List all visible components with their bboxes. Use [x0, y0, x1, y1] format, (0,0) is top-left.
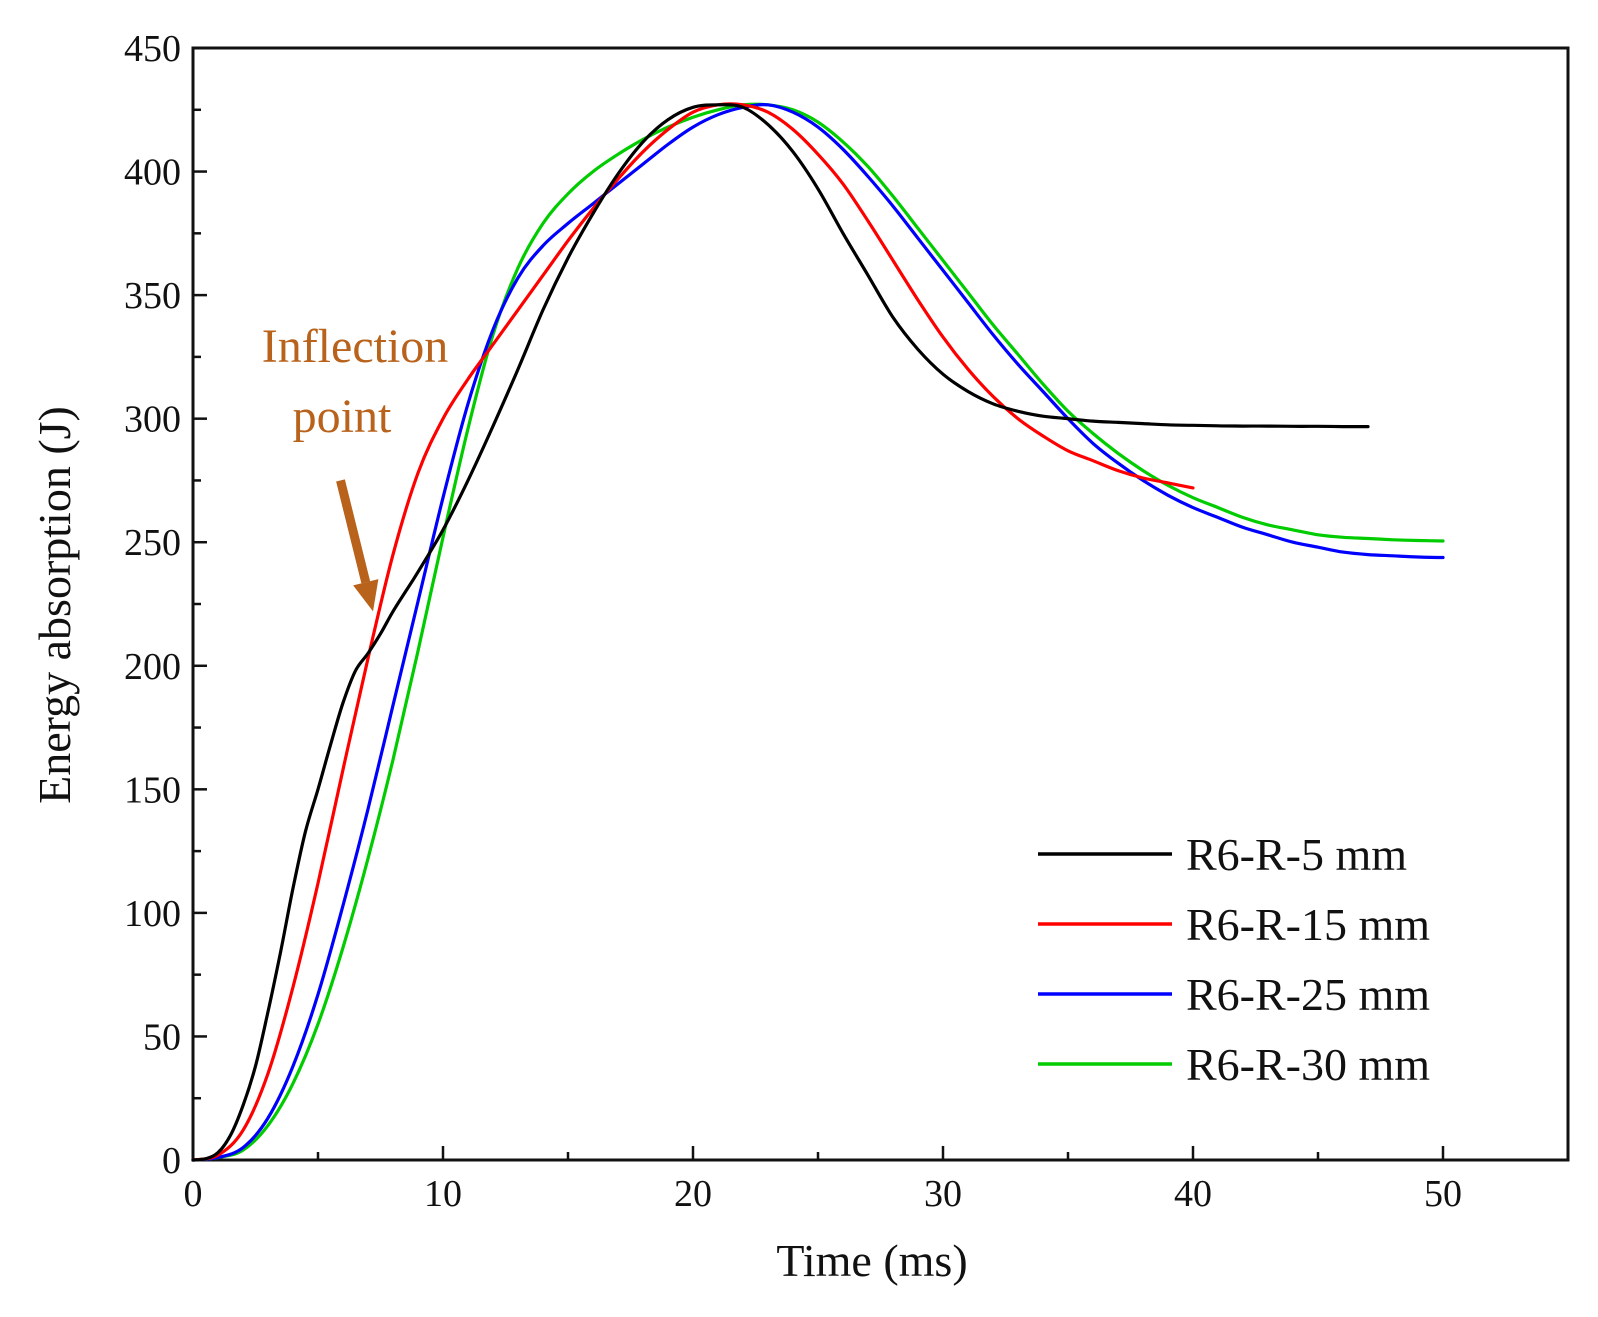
y-tick-label: 350 [124, 275, 181, 317]
x-tick-label: 50 [1424, 1173, 1462, 1215]
series-line-r6-r-30-mm [191, 102, 1445, 1162]
y-tick-label: 300 [124, 399, 181, 441]
series-line-r6-r-25-mm [191, 103, 1445, 1162]
annotation-line-2: point [293, 390, 392, 443]
x-tick-label: 30 [924, 1173, 962, 1215]
y-tick-label: 200 [124, 646, 181, 688]
legend-label: R6-R-25 mm [1186, 969, 1430, 1020]
legend-label: R6-R-15 mm [1186, 899, 1430, 950]
x-tick-label: 0 [184, 1173, 203, 1215]
axis-ticks: 0 10 20 30 40 50 0 50 100 150 200 250 300 350 400 450 [124, 28, 1570, 1215]
annotation-line-1: Inflection [262, 320, 449, 373]
series-line-r6-r-5-mm [191, 103, 1370, 1162]
x-axis-title: Time (ms) [776, 1235, 967, 1286]
series-line-r6-r-15-mm [191, 102, 1195, 1162]
x-tick-label: 10 [424, 1173, 462, 1215]
y-tick-label: 450 [124, 28, 181, 70]
legend: R6-R-5 mm R6-R-15 mm R6-R-25 mm R6-R-30 mm [1038, 829, 1430, 1090]
x-tick-label: 40 [1174, 1173, 1212, 1215]
legend-label: R6-R-30 mm [1186, 1039, 1430, 1090]
inflection-annotation: Inflection point [262, 320, 449, 612]
annotation-arrow-shaft [336, 479, 371, 584]
y-tick-label: 400 [124, 152, 181, 194]
series-lines [191, 102, 1445, 1162]
annotation-arrow-head [353, 579, 379, 612]
y-tick-label: 100 [124, 893, 181, 935]
y-axis-title: Energy absorption (J) [29, 406, 80, 804]
y-tick-label: 50 [143, 1016, 181, 1058]
y-tick-label: 0 [162, 1140, 181, 1182]
y-tick-label: 250 [124, 522, 181, 564]
y-tick-label: 150 [124, 769, 181, 811]
legend-label: R6-R-5 mm [1186, 829, 1407, 880]
x-tick-label: 20 [674, 1173, 712, 1215]
